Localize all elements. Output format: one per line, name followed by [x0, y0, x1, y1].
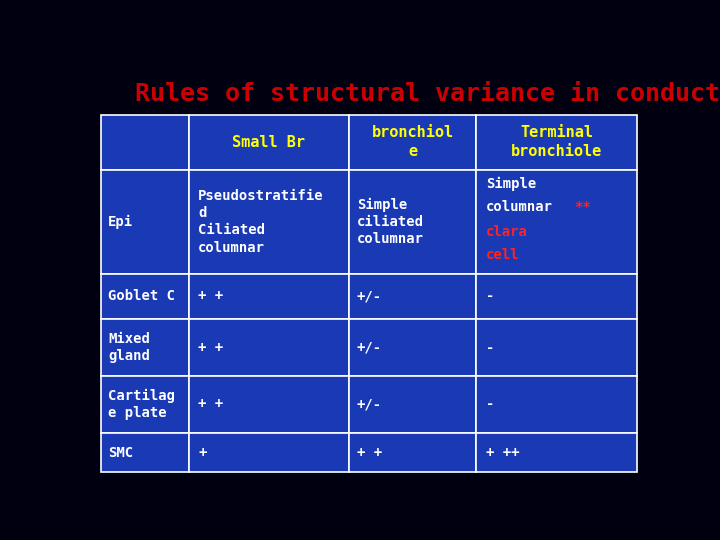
- Text: Simple
ciliated
columnar: Simple ciliated columnar: [357, 198, 424, 246]
- Text: +/-: +/-: [357, 397, 382, 411]
- Text: +/-: +/-: [357, 341, 382, 355]
- Bar: [476, 114, 636, 170]
- Bar: [101, 274, 189, 319]
- Bar: [189, 433, 349, 472]
- Bar: [189, 170, 349, 274]
- Text: Goblet C: Goblet C: [108, 289, 175, 303]
- Bar: [349, 319, 476, 376]
- Text: bronchiol
e: bronchiol e: [372, 125, 454, 159]
- Text: columnar: columnar: [486, 200, 553, 214]
- Text: + +: + +: [357, 446, 382, 460]
- Text: +: +: [198, 446, 207, 460]
- Text: Rules of structural variance in conducting portion: Rules of structural variance in conducti…: [135, 82, 720, 106]
- Bar: [189, 114, 349, 170]
- Text: + +: + +: [198, 397, 223, 411]
- Text: -: -: [486, 397, 494, 411]
- Bar: [349, 170, 476, 274]
- Text: + +: + +: [198, 289, 223, 303]
- Bar: [349, 274, 476, 319]
- Text: Cartilag
e plate: Cartilag e plate: [108, 389, 175, 420]
- Bar: [476, 319, 636, 376]
- Text: +/-: +/-: [357, 289, 382, 303]
- Text: **: **: [574, 200, 591, 214]
- Text: Simple: Simple: [486, 177, 536, 191]
- Bar: [476, 274, 636, 319]
- Text: -: -: [486, 289, 494, 303]
- Text: clara: clara: [486, 225, 528, 239]
- Bar: [476, 376, 636, 433]
- Text: -: -: [486, 341, 494, 355]
- Text: Epi: Epi: [108, 215, 133, 229]
- Bar: [349, 433, 476, 472]
- Text: Pseudostratifie
d
Ciliated
columnar: Pseudostratifie d Ciliated columnar: [198, 189, 324, 255]
- Bar: [101, 114, 189, 170]
- Bar: [476, 433, 636, 472]
- Bar: [101, 170, 189, 274]
- Bar: [189, 274, 349, 319]
- Bar: [189, 376, 349, 433]
- Bar: [101, 319, 189, 376]
- Bar: [101, 433, 189, 472]
- Bar: [476, 170, 636, 274]
- Text: Mixed
gland: Mixed gland: [108, 332, 150, 363]
- Text: SMC: SMC: [108, 446, 133, 460]
- Text: Terminal
bronchiole: Terminal bronchiole: [511, 125, 602, 159]
- Text: Small Br: Small Br: [233, 134, 305, 150]
- Text: cell: cell: [486, 248, 519, 262]
- Text: + +: + +: [198, 341, 223, 355]
- Text: + ++: + ++: [486, 446, 519, 460]
- Bar: [349, 376, 476, 433]
- Bar: [349, 114, 476, 170]
- Bar: [101, 376, 189, 433]
- Bar: [189, 319, 349, 376]
